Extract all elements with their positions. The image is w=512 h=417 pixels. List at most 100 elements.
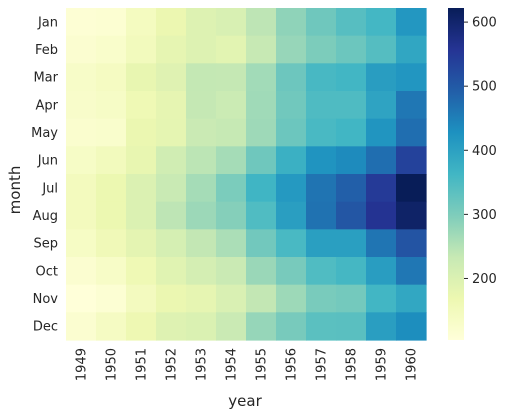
x-tick-label: 1960 xyxy=(405,348,420,381)
heatmap-cell xyxy=(306,8,337,37)
heatmap-cell xyxy=(156,63,187,92)
heatmap-cell xyxy=(156,229,187,258)
heatmap-cell xyxy=(396,312,427,341)
y-tick-label: Nov xyxy=(33,292,59,307)
heatmap-cell xyxy=(126,201,157,230)
heatmap-cell xyxy=(276,229,307,258)
heatmap-cell xyxy=(66,284,97,313)
heatmap-cell xyxy=(366,312,397,341)
y-tick-label: Dec xyxy=(33,320,58,335)
heatmap-cell xyxy=(216,91,247,120)
heatmap-cell xyxy=(66,8,97,37)
heatmap-cell xyxy=(186,63,217,92)
x-tick-label: 1955 xyxy=(255,348,270,381)
y-tick-labels: Jan Feb Mar Apr May Jun Jul Aug Sep Oct Nov Dec xyxy=(31,15,59,334)
y-tick-label: Aug xyxy=(33,209,58,224)
heatmap-cell xyxy=(396,229,427,258)
heatmap-cell xyxy=(396,8,427,37)
heatmap-cell xyxy=(96,201,127,230)
colorbar-tick-label: 300 xyxy=(472,208,497,223)
x-tick-label: 1958 xyxy=(345,348,360,381)
heatmap-cell xyxy=(126,8,157,37)
heatmap-cell xyxy=(126,118,157,147)
heatmap-cell xyxy=(276,312,307,341)
heatmap-cell xyxy=(126,257,157,286)
heatmap-cell xyxy=(396,91,427,120)
heatmap-cell xyxy=(276,8,307,37)
heatmap-cell xyxy=(186,174,217,203)
heatmap-cell xyxy=(366,63,397,92)
heatmap-cell xyxy=(156,257,187,286)
heatmap-cell xyxy=(156,174,187,203)
x-tick-label: 1959 xyxy=(375,348,390,381)
heatmap-cell xyxy=(396,35,427,64)
y-tick-label: Apr xyxy=(36,98,59,113)
heatmap-cell xyxy=(306,257,337,286)
heatmap-cell xyxy=(96,35,127,64)
heatmap-cell xyxy=(186,118,217,147)
heatmap-cell xyxy=(306,201,337,230)
heatmap-cell xyxy=(306,146,337,175)
heatmap-cell xyxy=(96,118,127,147)
heatmap-cell xyxy=(366,146,397,175)
heatmap-cell xyxy=(66,257,97,286)
heatmap-cell xyxy=(366,284,397,313)
heatmap-cell xyxy=(126,284,157,313)
heatmap-cell xyxy=(96,284,127,313)
heatmap-cell xyxy=(96,174,127,203)
heatmap-cell xyxy=(96,91,127,120)
colorbar-tick-label: 200 xyxy=(472,272,497,287)
heatmap-cell xyxy=(306,91,337,120)
heatmap-cell xyxy=(396,284,427,313)
heatmap-cell xyxy=(186,35,217,64)
heatmap-cell xyxy=(246,146,277,175)
heatmap-cell xyxy=(336,229,367,258)
heatmap-cell xyxy=(126,35,157,64)
heatmap-cell xyxy=(336,201,367,230)
heatmap-cell xyxy=(336,312,367,341)
heatmap-cell xyxy=(396,201,427,230)
heatmap-cells xyxy=(66,8,427,341)
heatmap-cell xyxy=(216,257,247,286)
heatmap-cell xyxy=(306,229,337,258)
heatmap-cell xyxy=(66,91,97,120)
heatmap-cell xyxy=(396,174,427,203)
heatmap-cell xyxy=(306,174,337,203)
heatmap-cell xyxy=(96,63,127,92)
heatmap-cell xyxy=(186,257,217,286)
heatmap-cell xyxy=(276,63,307,92)
y-tick-label: Jun xyxy=(37,154,58,169)
heatmap-cell xyxy=(246,257,277,286)
heatmap-cell xyxy=(66,312,97,341)
heatmap-cell xyxy=(186,229,217,258)
heatmap-cell xyxy=(126,146,157,175)
heatmap-cell xyxy=(246,312,277,341)
heatmap-cell xyxy=(186,284,217,313)
y-tick-label: May xyxy=(31,126,58,141)
heatmap-cell xyxy=(336,284,367,313)
y-tick-label: Mar xyxy=(33,71,58,86)
heatmap-cell xyxy=(186,201,217,230)
heatmap-cell xyxy=(276,174,307,203)
y-tick-label: Jan xyxy=(37,15,58,30)
heatmap-cell xyxy=(186,8,217,37)
heatmap-cell xyxy=(276,201,307,230)
colorbar-tick-label: 400 xyxy=(472,144,497,159)
y-tick-label: Oct xyxy=(36,264,58,279)
y-axis-label: month xyxy=(6,166,24,215)
heatmap-cell xyxy=(186,312,217,341)
heatmap-cell xyxy=(246,229,277,258)
heatmap-cell xyxy=(96,8,127,37)
heatmap-cell xyxy=(216,118,247,147)
heatmap-cell xyxy=(156,312,187,341)
heatmap-cell xyxy=(216,146,247,175)
heatmap-cell xyxy=(66,174,97,203)
heatmap-cell xyxy=(186,91,217,120)
heatmap-cell xyxy=(246,8,277,37)
heatmap-cell xyxy=(66,118,97,147)
heatmap-cell xyxy=(156,8,187,37)
x-tick-label: 1956 xyxy=(285,348,300,381)
heatmap-cell xyxy=(336,146,367,175)
heatmap-cell xyxy=(276,284,307,313)
